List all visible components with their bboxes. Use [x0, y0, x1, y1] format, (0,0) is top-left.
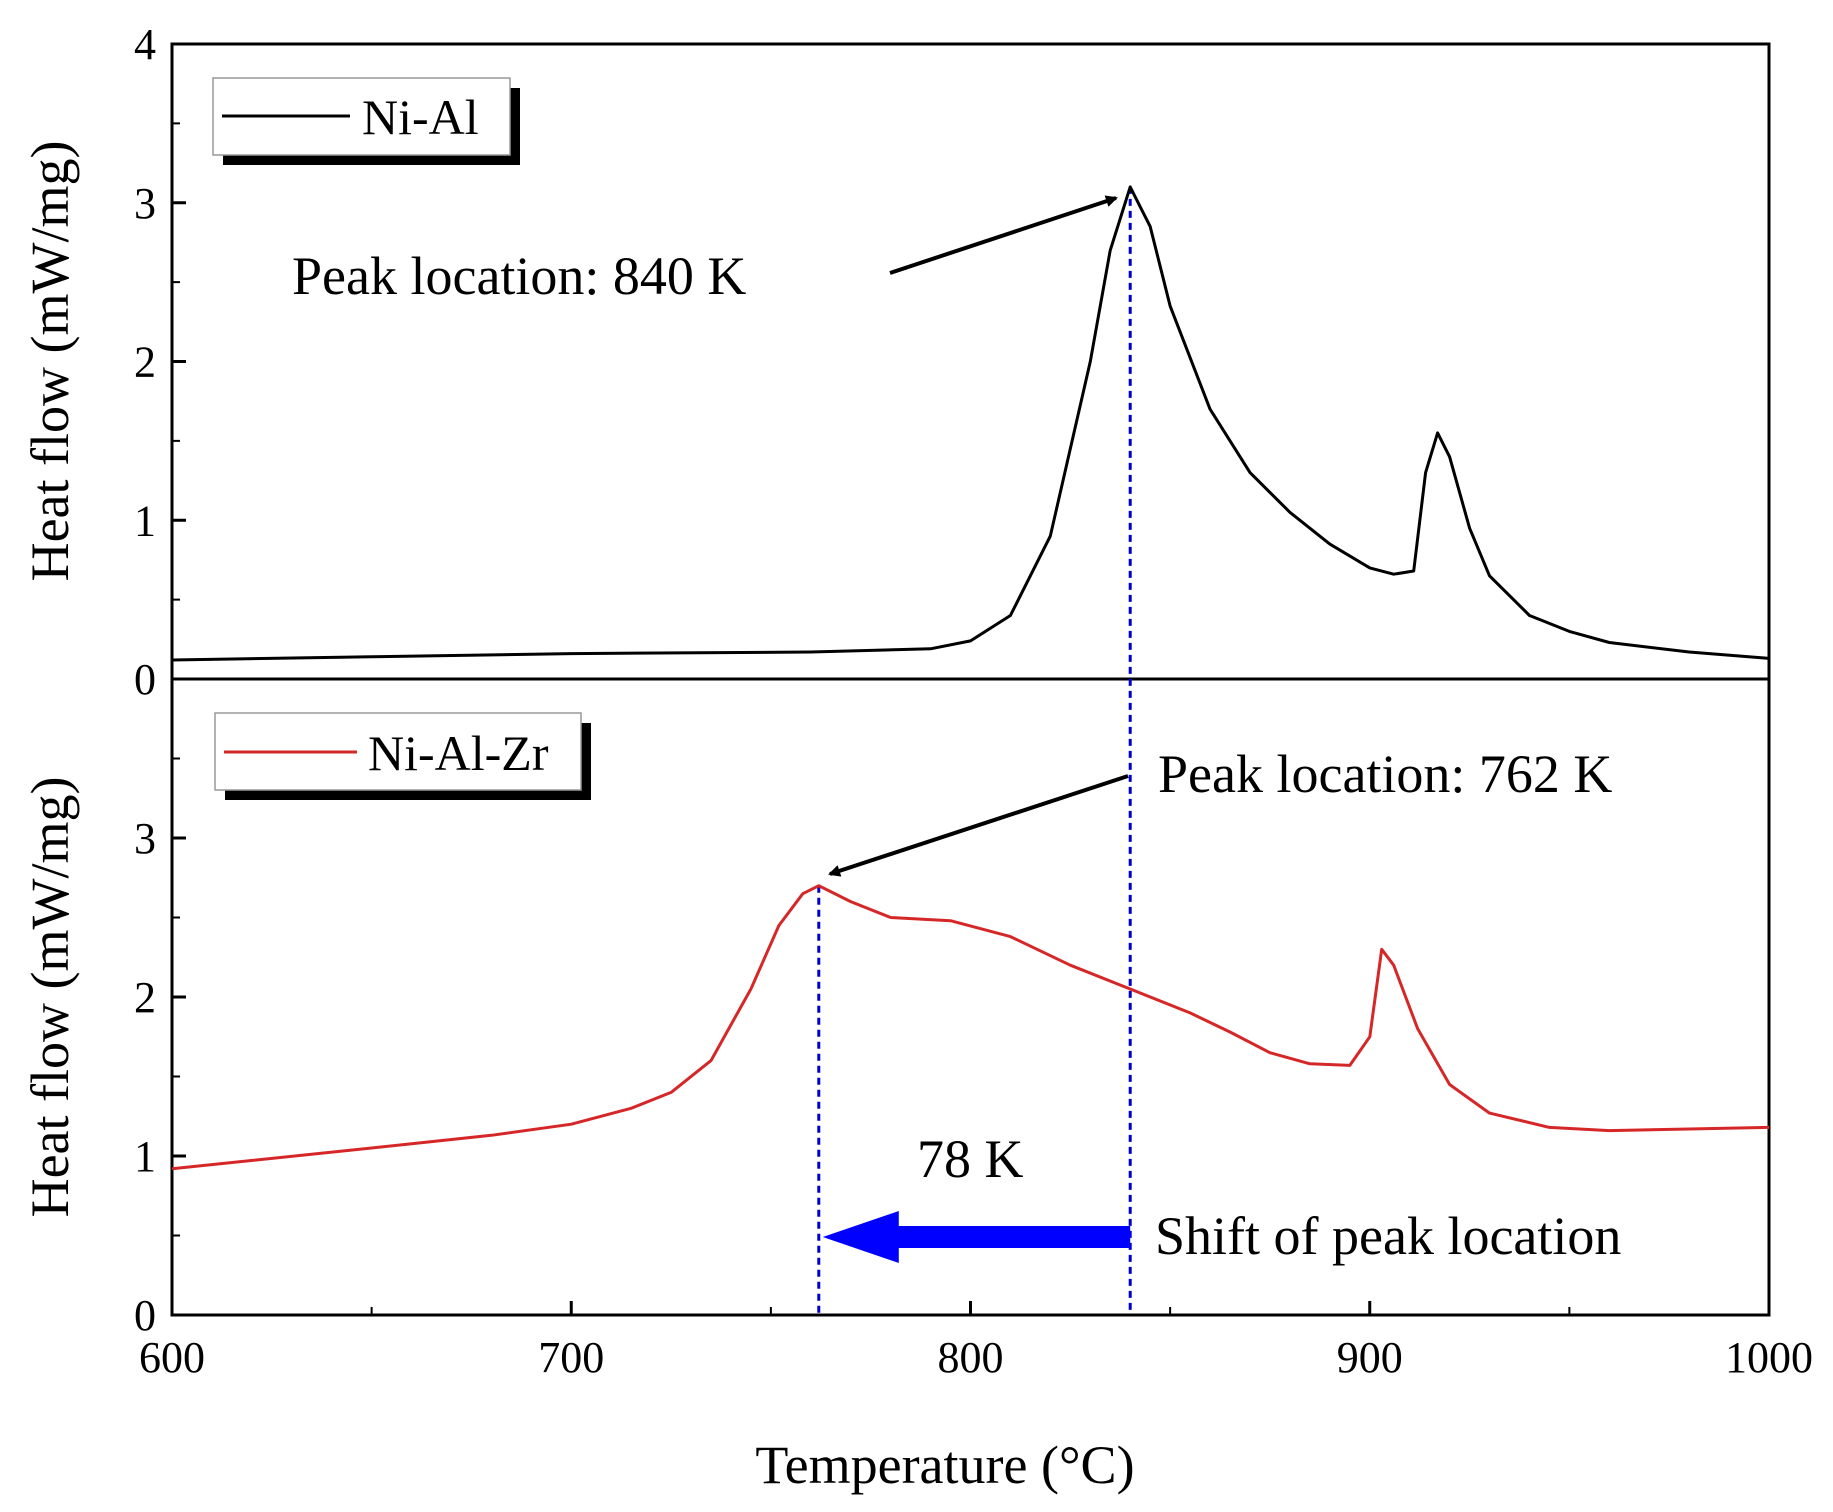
bottom-y-tick-label: 1 — [134, 1132, 156, 1181]
top-series-line — [171, 185, 1770, 662]
top-y-tick-label: 4 — [134, 20, 156, 69]
top-y-tick-label: 2 — [134, 338, 156, 387]
top-y-axis-label: Heat flow (mW/mg) — [20, 141, 80, 582]
x-tick-label: 900 — [1337, 1333, 1403, 1382]
guides-layer — [817, 186, 1132, 1315]
bottom-y-axis-label: Heat flow (mW/mg) — [20, 777, 80, 1218]
x-axis-label: Temperature (°C) — [755, 1435, 1134, 1495]
bottom-y-tick-label: 2 — [134, 973, 156, 1022]
shift-arrow-head — [822, 1211, 899, 1263]
x-tick-label: 800 — [938, 1333, 1004, 1382]
top-y-tick-label: 0 — [134, 655, 156, 704]
bottom-legend: Ni-Al-Zr — [214, 712, 591, 800]
top-legend: Ni-Al — [212, 77, 520, 165]
top-legend-box — [212, 77, 511, 156]
bottom-peak-annotation: Peak location: 762 K — [1158, 744, 1612, 804]
bottom-y-tick-label: 0 — [134, 1291, 156, 1340]
shift-description-label: Shift of peak location — [1155, 1206, 1621, 1266]
x-tick-label: 1000 — [1725, 1333, 1813, 1382]
top-y-tick-label: 3 — [134, 179, 156, 228]
x-tick-label: 700 — [538, 1333, 604, 1382]
bottom-y-tick-label: 3 — [134, 814, 156, 863]
top-peak-arrow — [889, 195, 1118, 275]
top-y-tick-label: 1 — [134, 496, 156, 545]
x-tick-label: 600 — [139, 1333, 205, 1382]
bottom-legend-label: Ni-Al-Zr — [368, 725, 549, 781]
series-layer — [171, 185, 1770, 1171]
bottom-series-line — [171, 884, 1770, 1171]
top-legend-label: Ni-Al — [362, 89, 479, 145]
ticks-layer: 600 700 800 900 1000 0 1 2 3 4 0 1 2 3 — [134, 20, 1813, 1382]
shift-amount-label: 78 K — [917, 1129, 1024, 1189]
top-peak-annotation: Peak location: 840 K — [292, 246, 746, 306]
bottom-peak-arrow — [828, 774, 1129, 877]
shift-arrow-shaft — [896, 1226, 1131, 1248]
